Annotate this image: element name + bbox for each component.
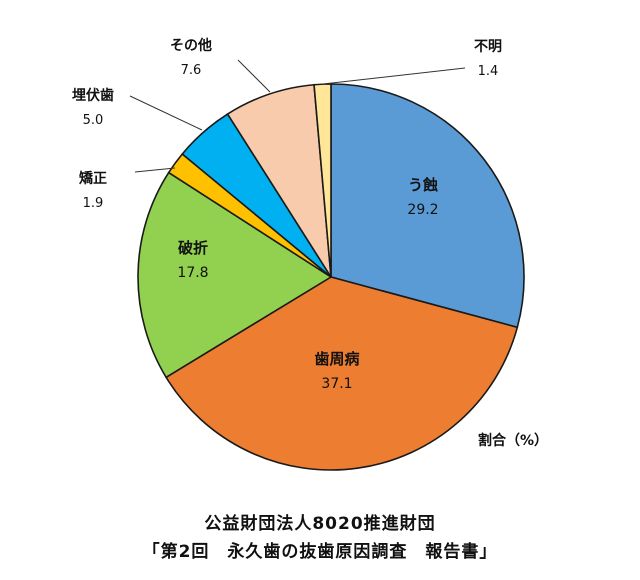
slice-value-label: 29.2 [407, 202, 438, 218]
slice-labels: う蝕 29.2 歯周病 37.1 破折 17.8 矯正 1.9 埋伏歯 5.0 その他 7.6 不明 1.… [72, 37, 502, 392]
leader-line-7 [322, 67, 466, 85]
pie-slice-7 [313, 83, 332, 278]
leader-line-4 [134, 167, 176, 173]
slice-name-label: 矯正 [78, 170, 107, 187]
unit-label: 割合（%） [478, 432, 548, 449]
pie-slice-3 [137, 171, 333, 379]
slice-value-label: 5.0 [83, 113, 104, 128]
leader-lines [129, 59, 466, 173]
slice-name-label: う蝕 [408, 176, 438, 194]
slice-value-label: 1.4 [478, 64, 499, 79]
pie-slices [137, 83, 525, 471]
leader-line-6 [237, 59, 271, 93]
leader-line-5 [129, 95, 203, 131]
slice-value-label: 37.1 [321, 376, 352, 392]
slice-name-label: 歯周病 [314, 350, 359, 368]
pie-slice-1 [330, 83, 525, 329]
slice-value-label: 7.6 [181, 63, 202, 78]
slice-name-label: その他 [170, 37, 212, 54]
pie-slice-2 [165, 276, 519, 471]
slice-name-label: 不明 [474, 39, 502, 55]
slice-name-label: 破折 [178, 239, 208, 257]
slice-value-label: 17.8 [177, 265, 208, 281]
slice-value-label: 1.9 [83, 196, 104, 211]
source-organization: 公益財団法人8020推進財団 [204, 514, 436, 534]
slice-name-label: 埋伏歯 [72, 87, 114, 104]
source-report-title: 「第2回 永久歯の抜歯原因調査 報告書」 [142, 542, 498, 562]
